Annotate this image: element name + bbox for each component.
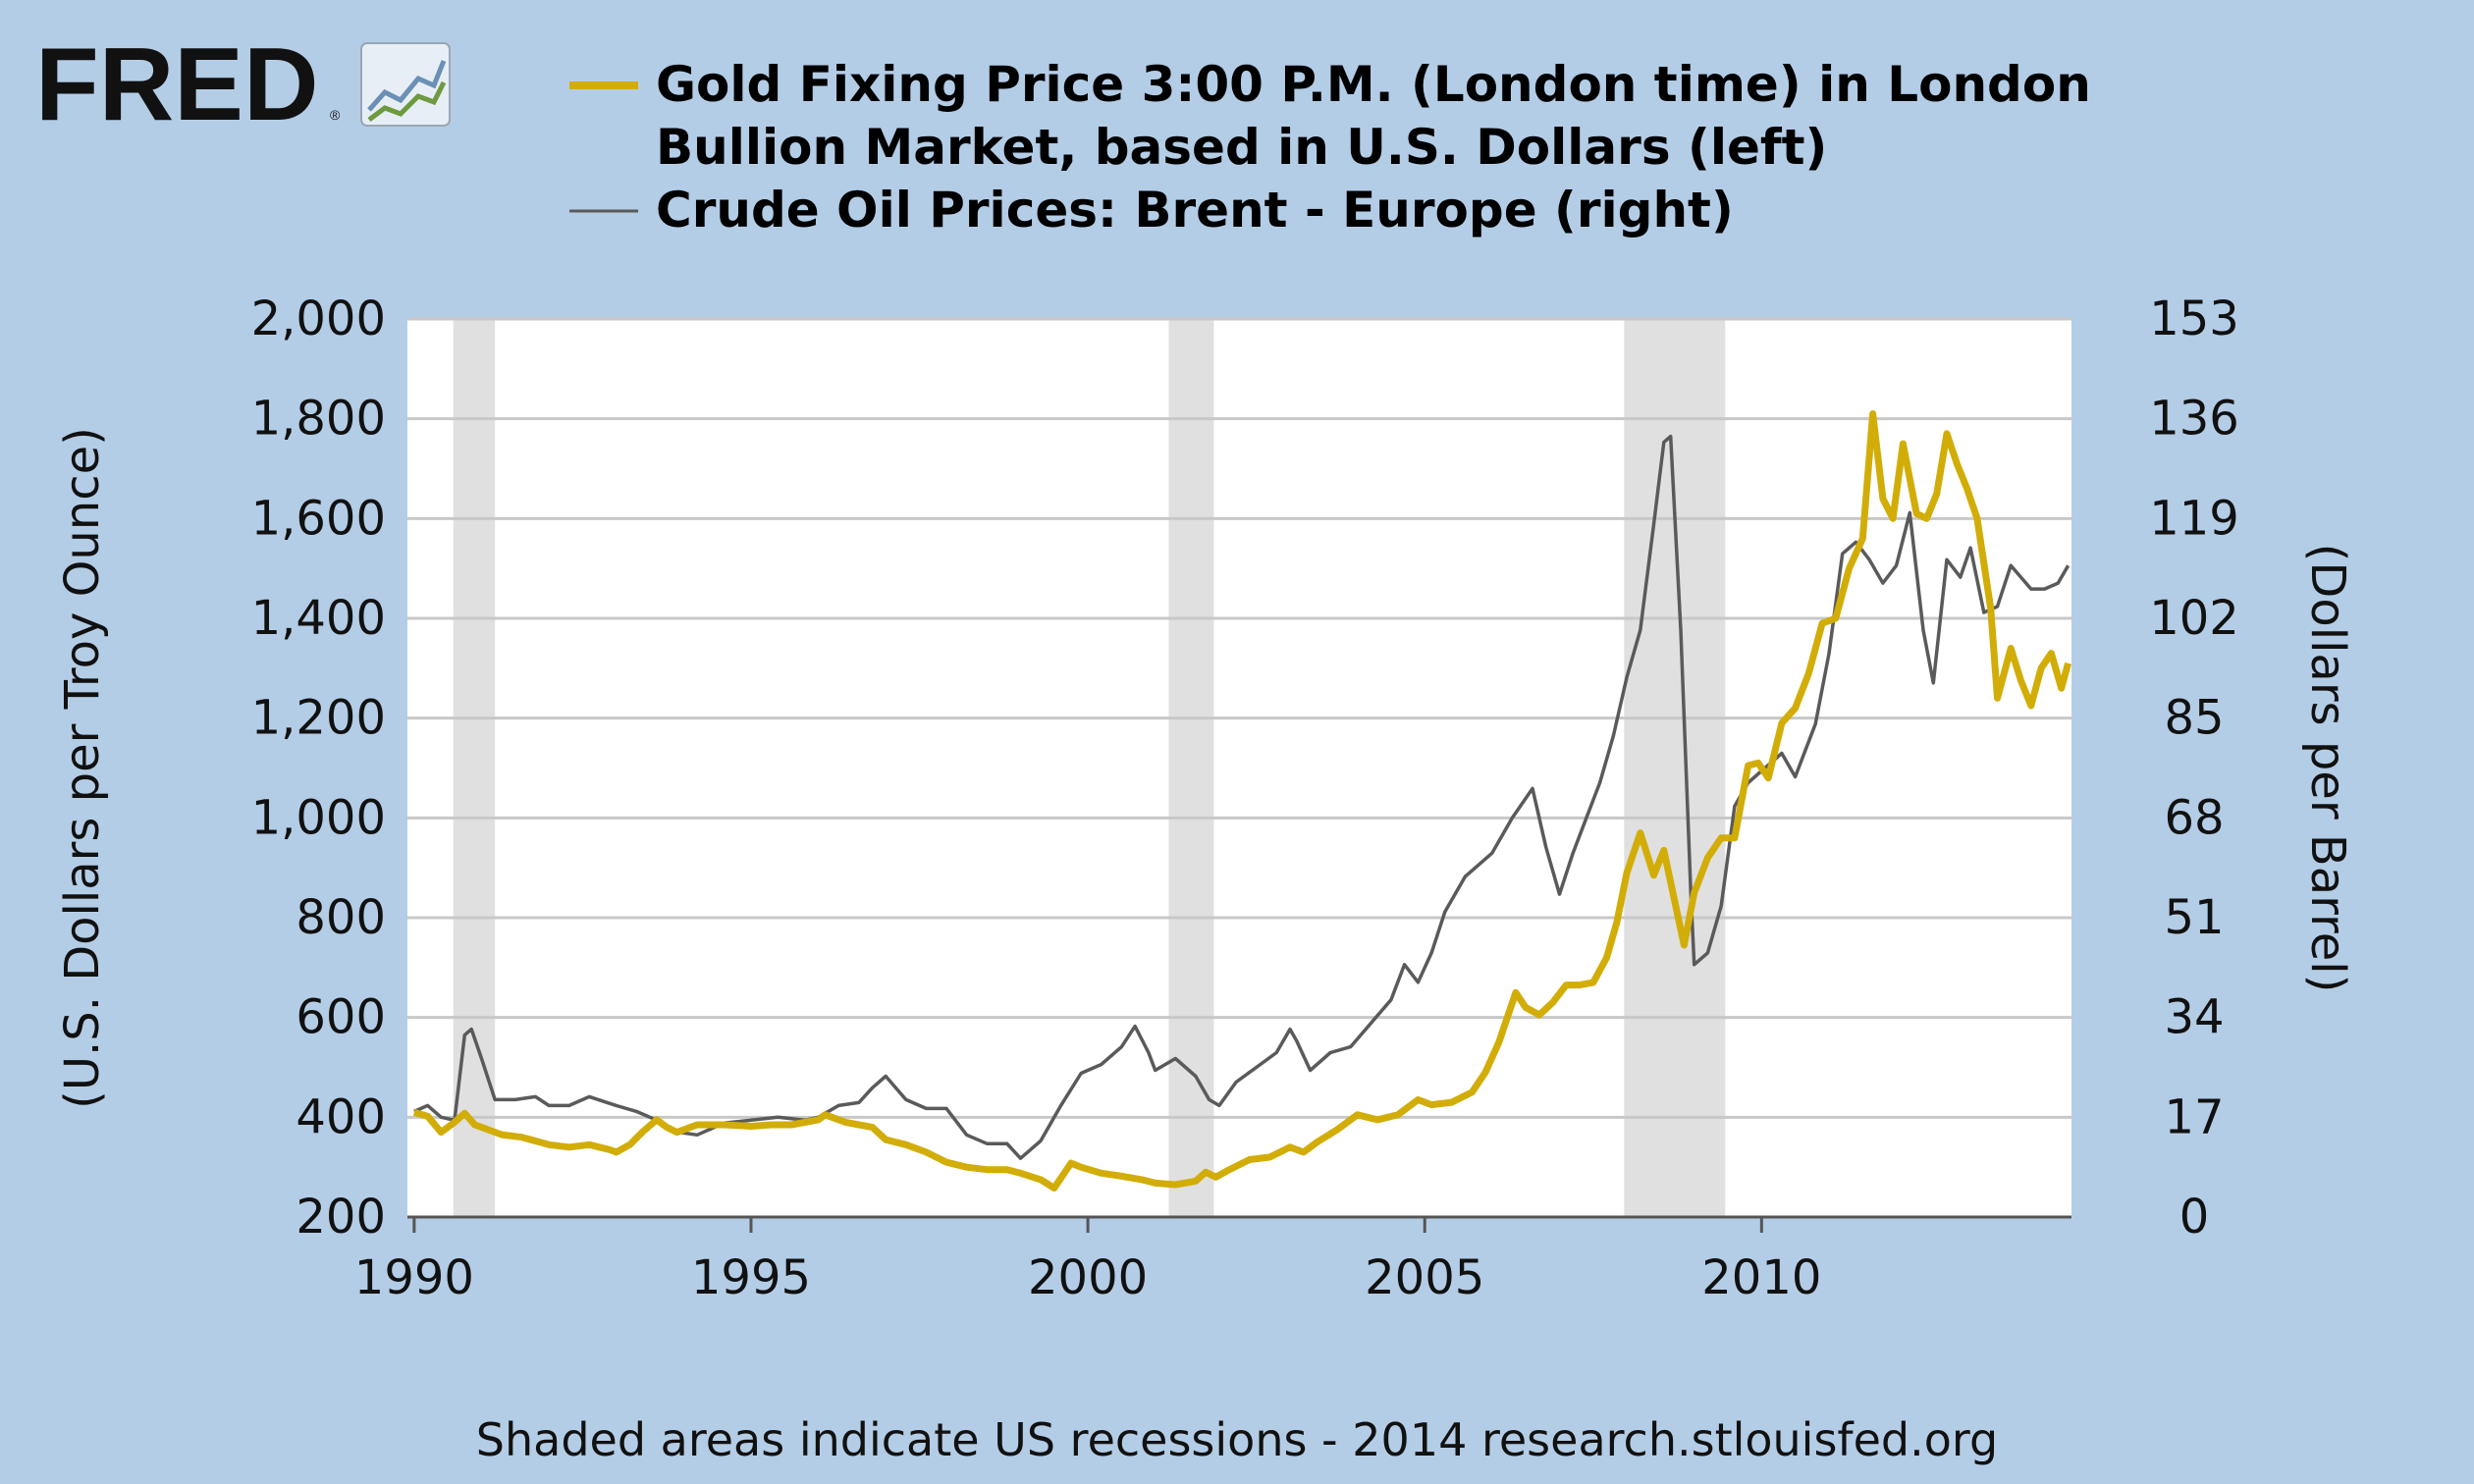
right-tick-label: 68 — [2164, 790, 2224, 845]
legend-item-gold: Gold Fixing Price 3:00 P.M. (London time… — [569, 53, 2286, 179]
mini-chart-icon — [360, 42, 451, 127]
right-tick-label: 136 — [2149, 392, 2239, 447]
left-tick-label: 1,400 — [251, 591, 386, 646]
right-tick-label: 17 — [2164, 1089, 2224, 1144]
left-tick-label: 600 — [296, 990, 386, 1045]
left-axis-title: (U.S. Dollars per Troy Ounce) — [55, 427, 110, 1109]
legend-label-oil: Crude Oil Prices: Brent - Europe (right) — [656, 182, 1734, 238]
right-tick-label: 51 — [2164, 890, 2224, 945]
axis-layer: 200 400 600 800 1,000 1,200 1,400 1,600 1,800 2,0… — [55, 292, 2355, 1305]
legend-label-gold: Gold Fixing Price 3:00 P.M. (London time… — [656, 56, 2091, 176]
legend-swatch-gold — [569, 81, 638, 89]
right-tick-label: 102 — [2149, 591, 2239, 646]
left-tick-label: 1,800 — [251, 392, 386, 447]
x-tick-label: 2000 — [1028, 1250, 1148, 1305]
footer-note: Shaded areas indicate US recessions - 20… — [475, 1413, 1999, 1466]
left-tick-label: 200 — [296, 1190, 386, 1245]
left-tick-label: 800 — [296, 890, 386, 945]
fred-logo: FRED ® — [35, 31, 451, 139]
right-tick-label: 34 — [2164, 990, 2224, 1045]
right-tick-label: 119 — [2149, 491, 2239, 546]
registered-mark: ® — [330, 107, 341, 123]
right-axis-title: (Dollars per Barrel) — [2300, 544, 2355, 993]
series-layer — [412, 410, 2071, 1192]
recession-band — [1168, 319, 1214, 1217]
right-tick-label: 85 — [2164, 691, 2224, 746]
x-tick-label: 1990 — [354, 1250, 474, 1305]
legend-swatch-oil — [569, 209, 638, 213]
plot-area — [407, 319, 2071, 1217]
legend-item-oil: Crude Oil Prices: Brent - Europe (right) — [569, 179, 2286, 241]
left-tick-label: 1,000 — [251, 790, 386, 845]
x-tick-label: 2005 — [1365, 1250, 1484, 1305]
left-tick-label: 2,000 — [251, 292, 386, 346]
recession-band — [1624, 319, 1726, 1217]
x-tick-label: 1995 — [691, 1250, 811, 1305]
left-tick-label: 1,600 — [251, 491, 386, 546]
left-tick-label: 400 — [296, 1089, 386, 1144]
x-tick-label: 2010 — [1701, 1250, 1821, 1305]
right-tick-label: 0 — [2179, 1190, 2210, 1245]
left-tick-label: 1,200 — [251, 691, 386, 746]
right-tick-label: 153 — [2149, 292, 2239, 346]
fred-wordmark: FRED — [35, 31, 319, 139]
series-line-gold — [412, 410, 2071, 1192]
